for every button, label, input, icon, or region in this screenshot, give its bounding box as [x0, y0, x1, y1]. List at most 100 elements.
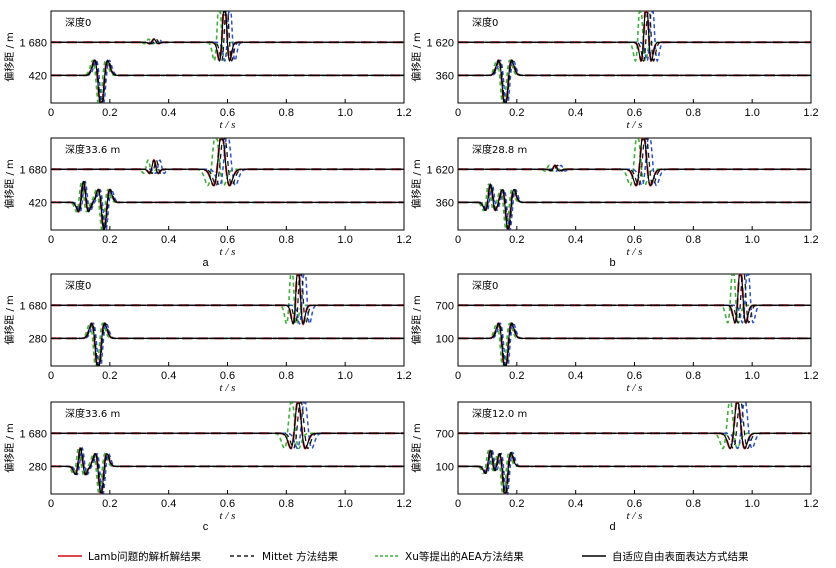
x-tick-label: 1.0 [338, 498, 353, 510]
x-tick-label: 0.2 [102, 370, 117, 382]
trace-adaptive-100 [458, 322, 811, 366]
x-tick-label: 0.8 [279, 370, 294, 382]
x-tick-label: 1.2 [803, 498, 818, 510]
x-axis-label: t / s [220, 246, 236, 258]
y-axis-label: 偏移距 / m [3, 159, 16, 208]
y-tick-label: 100 [436, 333, 454, 345]
x-tick-label: 0 [48, 107, 54, 119]
x-tick-label: 0 [455, 234, 461, 246]
panel-title: 深度0 [65, 16, 91, 29]
y-tick-label: 100 [436, 461, 454, 473]
y-tick-label: 1 680 [19, 428, 47, 440]
x-tick-label: 0 [455, 498, 461, 510]
x-axis-label: t / s [627, 510, 643, 522]
trace-mittet-1680 [51, 274, 404, 326]
panel-letter: d [609, 521, 615, 533]
trace-lamb-1680 [51, 273, 404, 326]
trace-xu-280 [51, 322, 404, 366]
x-tick-label: 0.4 [161, 498, 176, 510]
y-tick-label: 1 680 [19, 164, 47, 176]
x-tick-label: 0.4 [161, 370, 176, 382]
trace-adaptive-700 [458, 402, 811, 450]
panel-letter: a [202, 257, 209, 269]
trace-mittet-blue-1680 [51, 274, 404, 326]
x-tick-label: 0.8 [279, 107, 294, 119]
x-tick-label: 1.2 [396, 234, 411, 246]
trace-lamb-360 [458, 58, 811, 104]
x-tick-label: 1.0 [745, 234, 760, 246]
x-axis-label: t / s [220, 382, 236, 394]
trace-xu-100 [458, 322, 811, 366]
x-tick-label: 0.6 [220, 107, 235, 119]
x-tick-label: 1.2 [803, 370, 818, 382]
x-tick-label: 0.8 [686, 498, 701, 510]
y-tick-label: 1 680 [19, 37, 47, 49]
y-tick-label: 700 [436, 428, 454, 440]
y-axis-label: 偏移距 / m [410, 423, 423, 472]
x-tick-label: 1.0 [745, 370, 760, 382]
trace-adaptive-360 [458, 59, 811, 103]
y-axis-label: 偏移距 / m [3, 295, 16, 344]
chart-panel-a-top: 0 0.2 0.4 0.6 0.8 1.0 1.2 t / s 偏移距 / m 深度0 1 680 4… [3, 10, 412, 131]
x-tick-label: 1.2 [803, 234, 818, 246]
x-tick-label: 0.2 [509, 370, 524, 382]
trace-adaptive-1680 [51, 402, 404, 450]
trace-adaptive-1680 [51, 274, 404, 325]
trace-mittet-100 [458, 322, 811, 366]
panel-letter: c [203, 521, 209, 533]
chart-panel-c-top: 0 0.2 0.4 0.6 0.8 1.0 1.2 t / s 偏移距 / m 深度0 1 680 2… [3, 273, 412, 394]
x-tick-label: 0.2 [509, 234, 524, 246]
x-tick-label: 0.8 [686, 370, 701, 382]
trace-mittet-blue-1620 [458, 11, 811, 63]
x-tick-label: 0.4 [568, 107, 583, 119]
y-tick-label: 360 [436, 70, 454, 82]
trace-adaptive-1680 [51, 11, 404, 62]
panel-title: 深度0 [472, 279, 498, 292]
x-tick-label: 0.6 [220, 370, 235, 382]
trace-lamb-1620 [458, 10, 811, 63]
trace-adaptive-420 [51, 180, 404, 230]
x-tick-label: 0.2 [509, 498, 524, 510]
x-tick-label: 0.6 [627, 234, 642, 246]
y-axis-label: 偏移距 / m [410, 159, 423, 208]
x-axis-label: t / s [220, 119, 236, 131]
trace-mittet-blue-280 [51, 322, 404, 366]
panel-title: 深度33.6 m [65, 407, 120, 420]
x-tick-label: 1.2 [396, 370, 411, 382]
x-tick-label: 0.8 [279, 498, 294, 510]
x-tick-label: 1.0 [745, 498, 760, 510]
x-tick-label: 0.4 [568, 370, 583, 382]
trace-xu-1620 [458, 11, 811, 62]
trace-xu-420 [51, 180, 404, 230]
trace-adaptive-1680 [51, 138, 404, 187]
x-tick-label: 0.6 [220, 234, 235, 246]
panel-title: 深度33.6 m [65, 143, 120, 156]
plot-frame [457, 273, 812, 367]
panels-group: 0 0.2 0.4 0.6 0.8 1.0 1.2 t / s 偏移距 / m 深度0 1 680 4… [3, 10, 819, 533]
legend-label-xu: Xu等提出的AEA方法结果 [405, 550, 524, 563]
y-tick-label: 700 [436, 300, 454, 312]
y-tick-label: 280 [29, 461, 47, 473]
x-tick-label: 0 [455, 107, 461, 119]
x-tick-label: 0.8 [686, 107, 701, 119]
trace-xu-1680 [51, 274, 404, 326]
x-tick-label: 0.6 [627, 370, 642, 382]
x-tick-label: 0.6 [220, 498, 235, 510]
chart-panel-d-bottom: 0 0.2 0.4 0.6 0.8 1.0 1.2 t / s 偏移距 / m 深度12.0 m d… [410, 401, 819, 533]
panel-letter: b [609, 257, 615, 269]
y-axis-label: 偏移距 / m [410, 32, 423, 81]
chart-panel-c-bottom: 0 0.2 0.4 0.6 0.8 1.0 1.2 t / s 偏移距 / m 深度33.6 m c… [3, 401, 412, 533]
trace-mittet-280 [51, 322, 404, 366]
plot-frame [50, 273, 405, 367]
trace-mittet-1620 [458, 11, 811, 63]
trace-mittet-blue-700 [458, 274, 811, 324]
x-tick-label: 0.4 [161, 107, 176, 119]
trace-adaptive-360 [458, 183, 811, 230]
y-axis-label: 偏移距 / m [3, 32, 16, 81]
x-axis-label: t / s [627, 119, 643, 131]
trace-adaptive-1620 [458, 11, 811, 62]
trace-mittet-360 [458, 59, 811, 103]
x-tick-label: 0.2 [102, 234, 117, 246]
panel-title: 深度0 [65, 279, 91, 292]
